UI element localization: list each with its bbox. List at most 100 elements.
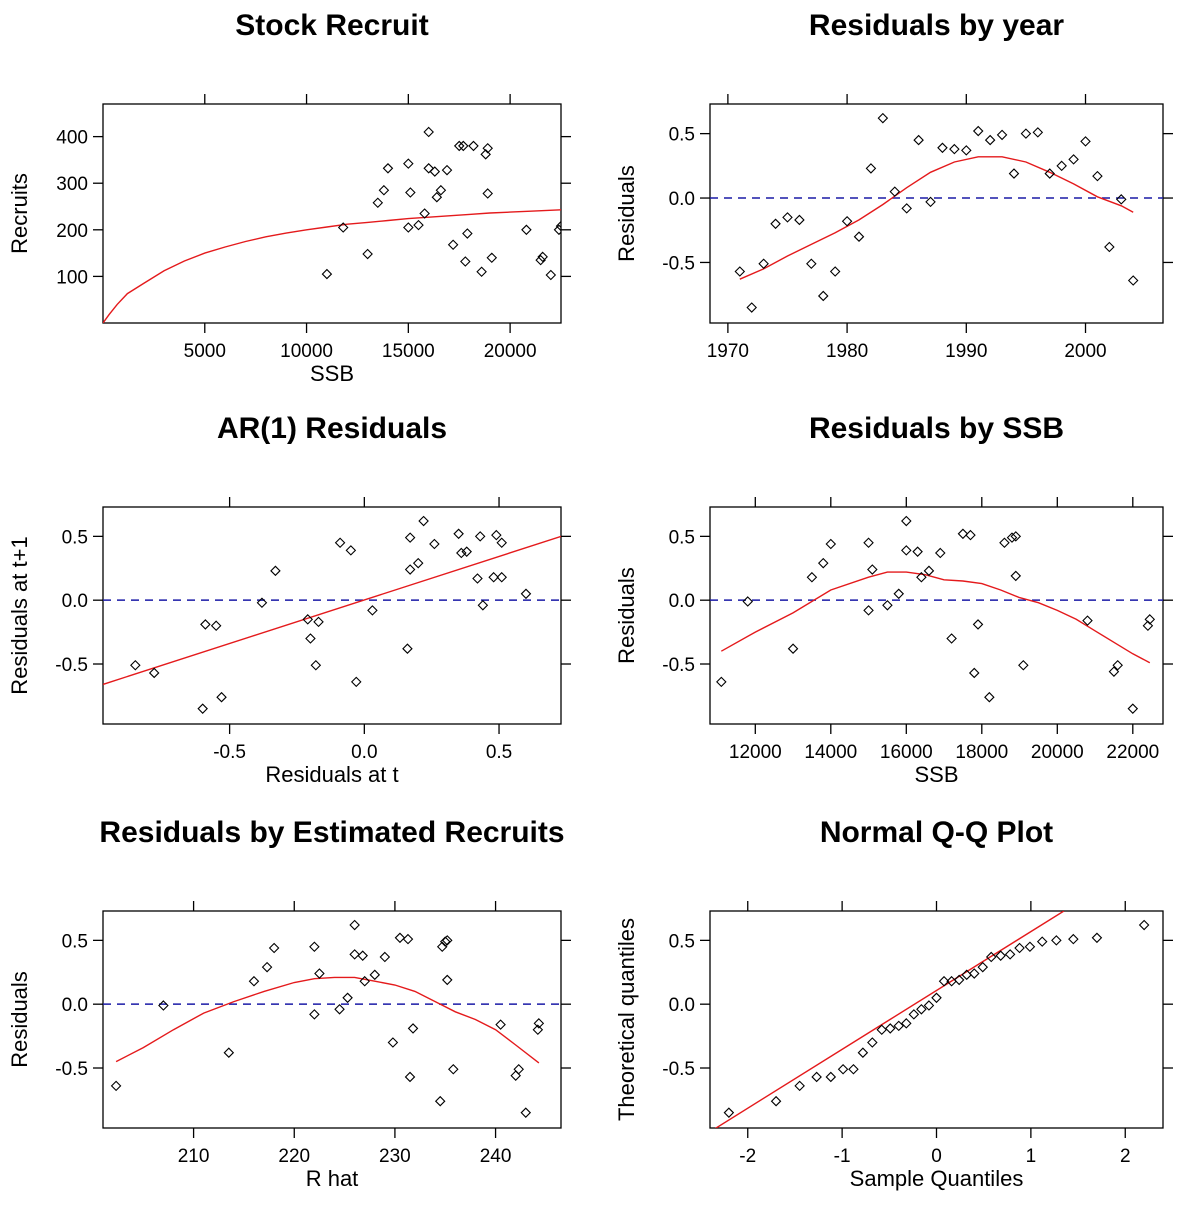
data-point <box>434 1095 446 1107</box>
data-point <box>110 1080 122 1092</box>
x-tick-label: 240 <box>480 1146 512 1167</box>
data-point <box>825 1071 837 1083</box>
data-point <box>1032 127 1044 138</box>
data-point <box>857 1047 869 1058</box>
data-point <box>995 950 1006 961</box>
data-point <box>1020 128 1032 139</box>
data-point <box>1104 241 1115 253</box>
data-point <box>441 935 453 946</box>
y-tick-label: 0.5 <box>62 931 88 952</box>
data-point <box>1010 570 1022 582</box>
data-point <box>1127 275 1139 286</box>
x-tick-label: 0.5 <box>486 742 512 763</box>
x-tick-label: -2 <box>739 1146 756 1167</box>
data-point <box>817 557 829 569</box>
plot-frame <box>102 103 562 324</box>
data-point <box>462 228 473 239</box>
plot-frame <box>102 506 562 725</box>
data-point <box>953 974 965 986</box>
fitted-line <box>115 976 540 1064</box>
x-tick-label: 2000 <box>1064 341 1106 362</box>
x-axis-label: SSB <box>310 361 354 386</box>
data-point <box>817 290 829 302</box>
data-point <box>309 1009 320 1020</box>
data-point <box>520 588 532 600</box>
data-point <box>472 573 483 584</box>
x-tick-label: 20000 <box>484 341 537 362</box>
y-tick-label: 0.0 <box>669 995 695 1016</box>
x-axis-label: Sample Quantiles <box>850 1166 1024 1191</box>
data-point <box>716 676 727 688</box>
data-point <box>734 266 746 277</box>
data-point <box>972 125 984 137</box>
data-point <box>863 537 874 549</box>
data-point <box>412 557 424 569</box>
data-point <box>999 537 1010 549</box>
data-point <box>787 643 799 654</box>
data-point <box>1068 154 1079 165</box>
y-tick-label: -0.5 <box>55 1059 88 1080</box>
data-point <box>453 528 464 540</box>
data-point <box>441 164 453 176</box>
data-point <box>486 252 498 264</box>
data-point <box>1112 660 1123 671</box>
x-tick-label: 1980 <box>826 341 868 362</box>
data-point <box>893 588 905 600</box>
data-point <box>468 140 479 152</box>
data-point <box>431 191 443 203</box>
data-point <box>916 1004 927 1015</box>
panel-3: AR(1) Residuals -0.5 0.0 0.5 -0.5 0.0 0.5 Resid… <box>7 412 571 787</box>
data-point <box>404 1071 416 1083</box>
data-point <box>456 547 467 559</box>
data-point <box>937 142 948 154</box>
data-point <box>555 220 561 232</box>
data-point <box>480 149 491 160</box>
data-point <box>1044 168 1056 179</box>
y-tick-label: -0.5 <box>662 1059 695 1080</box>
data-point <box>216 691 227 703</box>
data-point <box>545 269 557 281</box>
data-point <box>453 140 465 152</box>
data-point <box>908 1009 920 1020</box>
x-tick-label: 1990 <box>945 341 987 362</box>
data-point <box>1080 136 1091 147</box>
data-point <box>448 1064 459 1075</box>
data-point <box>372 197 384 209</box>
x-tick-label: 16000 <box>880 742 933 763</box>
panel-title: Normal Q-Q Plot <box>820 816 1053 849</box>
data-point <box>794 1080 805 1092</box>
data-point <box>972 619 984 630</box>
data-point <box>965 529 976 541</box>
y-tick-label: 0.0 <box>62 995 88 1016</box>
plot-area <box>103 919 561 1118</box>
data-point <box>349 919 360 931</box>
data-point <box>379 951 391 963</box>
data-point <box>382 163 394 174</box>
data-point <box>949 143 960 155</box>
y-axis-label: Residuals <box>614 165 639 262</box>
data-point <box>742 596 754 607</box>
y-tick-label: 0.5 <box>669 125 695 146</box>
data-point <box>342 992 353 1004</box>
x-tick-label: 1970 <box>707 341 749 362</box>
plot-area <box>714 911 1150 1128</box>
x-tick-label: -1 <box>834 1146 851 1167</box>
data-point <box>496 537 508 549</box>
x-tick-label: 10000 <box>280 341 333 362</box>
data-point <box>313 616 324 628</box>
data-point <box>1008 168 1020 179</box>
panel-6: Normal Q-Q Plot -2 -1 0 1 2 -0.5 0.0 0.5 Sample Q… <box>614 816 1173 1191</box>
plot-area <box>710 515 1163 714</box>
data-point <box>1138 919 1150 931</box>
data-point <box>436 941 448 953</box>
data-point <box>268 942 280 954</box>
data-point <box>309 941 320 953</box>
data-point <box>1144 614 1156 625</box>
plot-frame <box>709 506 1164 725</box>
x-axis-label: Residuals at t <box>265 762 398 787</box>
data-point <box>865 163 877 174</box>
x-tick-label: 14000 <box>804 742 857 763</box>
panel-title: Residuals by year <box>809 9 1064 42</box>
data-point <box>1014 942 1025 954</box>
